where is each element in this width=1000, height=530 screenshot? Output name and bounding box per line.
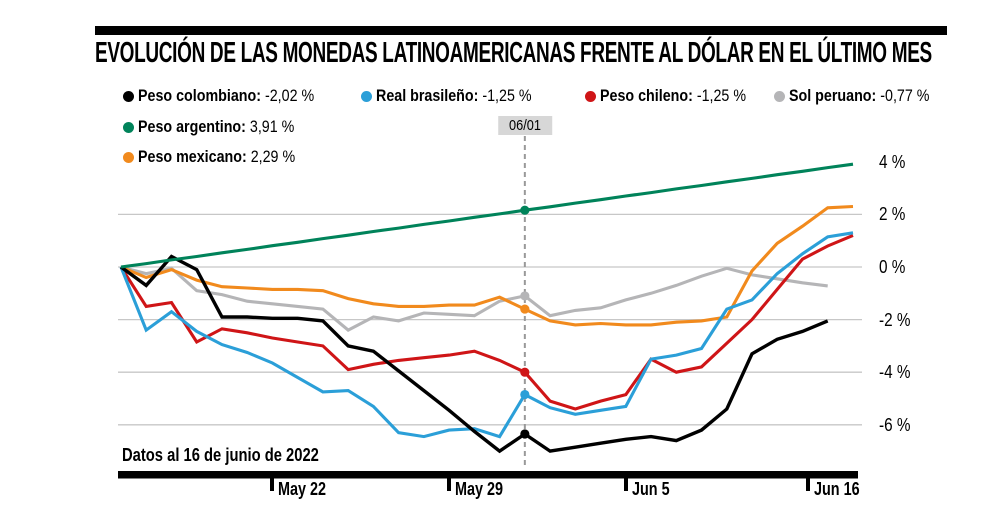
y-axis-label: 0 % (879, 257, 906, 277)
legend-bullet-icon (123, 90, 134, 102)
series-line-peso-chileno (119, 233, 854, 411)
legend-item-sol-peruano: Sol peruano: -0,77 % (774, 86, 956, 106)
footnote: Datos al 16 de junio de 2022 (122, 445, 319, 465)
x-axis-tick (270, 471, 274, 491)
x-axis-label: Jun 5 (632, 479, 670, 499)
legend-bullet-icon (123, 151, 134, 163)
legend-item-peso-argentino: Peso argentino: 3,91 % (123, 117, 324, 137)
series-line-real-brasileno (119, 231, 854, 439)
series-line-peso-mexicano (120, 204, 854, 327)
legend-label: Real brasileño: -1,25 % (376, 86, 532, 105)
x-axis-tick (447, 471, 451, 491)
legend-bullet-icon (774, 90, 785, 102)
x-axis-bar (118, 471, 858, 479)
series-point-peso-colombiano (520, 429, 530, 439)
top-rule-bar (95, 26, 947, 35)
legend-item-peso-colombiano: Peso colombiano: -2,02 % (123, 86, 348, 106)
series-line-sol-peruano (120, 265, 828, 332)
series-point-peso-argentino (520, 205, 530, 215)
series-line-peso-argentino (120, 162, 854, 269)
series-line-peso-colombiano (119, 254, 829, 454)
legend-bullet-icon (361, 90, 372, 102)
x-axis-tick (806, 471, 810, 491)
series-point-peso-mexicano (520, 304, 530, 314)
series-point-sol-peruano (520, 291, 530, 301)
y-axis-label: -6 % (879, 414, 911, 435)
x-axis-label: Jun 16 (813, 479, 860, 499)
legend-label: Peso mexicano: 2,29 % (138, 147, 296, 166)
y-axis-label: -4 % (879, 362, 911, 383)
series-point-real-brasileno (520, 389, 530, 400)
legend-label: Sol peruano: -0,77 % (789, 86, 930, 105)
x-axis-tick (624, 471, 628, 491)
y-axis-label: 2 % (879, 204, 906, 225)
annotation-date-text: 06/01 (509, 117, 541, 134)
legend-bullet-icon (123, 121, 134, 133)
legend-label: Peso chileno: -1,25 % (600, 86, 747, 105)
y-axis-label: -2 % (879, 309, 911, 330)
series-point-peso-chileno (520, 367, 530, 377)
legend-item-peso-chileno: Peso chileno: -1,25 % (585, 86, 774, 106)
legend-label: Peso argentino: 3,91 % (138, 117, 295, 136)
legend-item-real-brasileno: Real brasileño: -1,25 % (361, 86, 561, 106)
legend-item-peso-mexicano: Peso mexicano: 2,29 % (123, 147, 325, 167)
legend-label: Peso colombiano: -2,02 % (138, 86, 315, 105)
page-title: EVOLUCIÓN DE LAS MONEDAS LATINOAMERICANA… (95, 37, 932, 69)
y-axis-label: 4 % (879, 151, 906, 172)
x-axis-label: May 22 (278, 479, 327, 499)
x-axis-label: May 29 (455, 479, 504, 499)
annotation-date-label: 06/01 (498, 116, 552, 135)
legend-bullet-icon (585, 90, 596, 102)
